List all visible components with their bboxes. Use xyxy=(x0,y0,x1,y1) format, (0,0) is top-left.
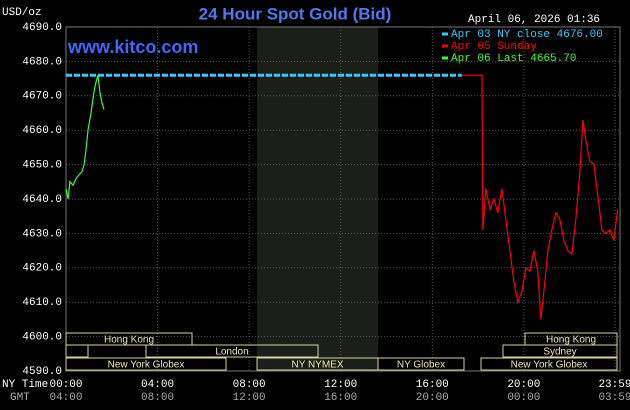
y-tick-label: 4660.0 xyxy=(22,125,62,137)
gmt-tick-label: 03:59 xyxy=(598,392,630,404)
session-label: Sydney xyxy=(543,347,576,358)
y-tick-label: 4650.0 xyxy=(22,160,62,172)
gmt-tick-label: 16:00 xyxy=(324,392,357,404)
session-label: Hong Kong xyxy=(546,335,596,346)
y-tick-label: 4590.0 xyxy=(22,366,62,378)
session-box xyxy=(377,357,465,371)
session-box xyxy=(65,344,89,358)
line xyxy=(65,75,105,200)
y-tick-label: 4680.0 xyxy=(22,56,62,68)
unit-label: USD/oz xyxy=(2,7,42,19)
watermark: www.kitco.com xyxy=(67,37,198,57)
x-axis-label: GMT xyxy=(10,392,30,404)
gmt-tick-label: 08:00 xyxy=(141,392,174,404)
gmt-tick-label: 20:00 xyxy=(416,392,449,404)
y-tick-label: 4670.0 xyxy=(22,91,62,103)
session-box xyxy=(65,332,193,346)
timestamp: April 06, 2026 01:36 xyxy=(468,14,600,26)
session-label: NY NYMEX xyxy=(291,360,343,371)
y-tick-label: 4640.0 xyxy=(22,194,62,206)
session-box xyxy=(480,357,618,371)
session-label: New York Globex xyxy=(108,360,185,371)
x-tick-label: 16:00 xyxy=(416,379,449,391)
session-label: London xyxy=(215,347,248,358)
session-shade xyxy=(257,27,378,371)
y-tick-label: 4630.0 xyxy=(22,228,62,240)
x-tick-label: 12:00 xyxy=(324,379,357,391)
session-box xyxy=(65,357,227,371)
y-tick-label: 4620.0 xyxy=(22,263,62,275)
y-tick-label: 4610.0 xyxy=(22,297,62,309)
legend-label: Apr 06 Last 4665.70 xyxy=(451,53,576,65)
x-axis-label: NY Time xyxy=(2,379,48,391)
y-tick-label: 4600.0 xyxy=(22,332,62,344)
gmt-tick-label: 04:00 xyxy=(49,392,82,404)
session-label: Hong Kong xyxy=(104,335,154,346)
session-label: NY Globex xyxy=(397,360,445,371)
plot-border xyxy=(65,26,621,372)
x-tick-label: 00:00 xyxy=(49,379,82,391)
legend-label: Apr 03 NY close 4676.00 xyxy=(451,29,603,41)
session-box xyxy=(502,344,618,358)
line xyxy=(461,74,619,320)
x-tick-label: 23:59 xyxy=(598,379,630,391)
session-box xyxy=(145,344,319,358)
session-label: New York Globex xyxy=(511,360,588,371)
gmt-tick-label: 12:00 xyxy=(233,392,266,404)
x-tick-label: 20:00 xyxy=(507,379,540,391)
x-tick-label: 04:00 xyxy=(141,379,174,391)
legend-label: Apr 05 Sunday xyxy=(451,41,537,53)
chart-title: 24 Hour Spot Gold (Bid) xyxy=(199,4,392,23)
y-tick-label: 4690.0 xyxy=(22,22,62,34)
x-tick-label: 08:00 xyxy=(233,379,266,391)
gmt-tick-label: 00:00 xyxy=(507,392,540,404)
